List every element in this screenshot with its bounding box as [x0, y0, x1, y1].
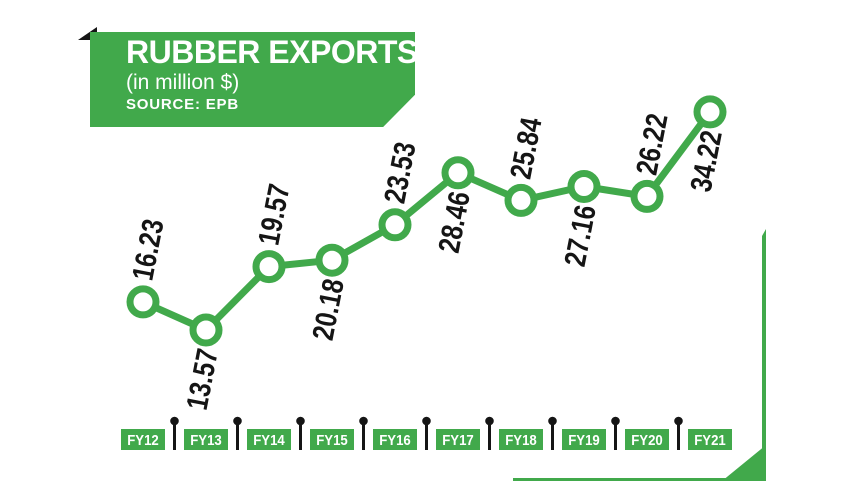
value-label: 19.57	[251, 181, 296, 248]
x-axis-label: FY19	[568, 431, 600, 448]
value-label-group: 23.53	[377, 139, 422, 206]
x-axis-label-pill	[247, 429, 291, 450]
value-label: 20.18	[305, 276, 350, 343]
x-axis-label-group: FY12	[127, 431, 159, 448]
data-point-marker	[567, 170, 601, 203]
value-label: 28.46	[431, 189, 476, 256]
x-axis-label: FY15	[316, 431, 348, 448]
source-label: SOURCE: EPB	[126, 96, 239, 113]
data-point-marker	[693, 95, 727, 129]
x-axis-label-group: FY16	[379, 431, 411, 448]
x-axis-label-pill	[373, 429, 417, 450]
x-axis-label: FY14	[253, 431, 285, 448]
title-subtitle: (in million $)	[126, 71, 240, 94]
data-point-marker	[630, 179, 664, 213]
value-label-group: 13.57	[179, 346, 224, 413]
value-label: 13.57	[179, 346, 224, 413]
x-axis-label-pill	[625, 429, 669, 450]
value-label-group: 20.18	[305, 276, 350, 343]
x-axis-label: FY17	[442, 431, 474, 448]
data-point-marker	[126, 285, 160, 319]
x-axis-label-group: FY19	[568, 431, 600, 448]
axis-pin-dot	[233, 416, 242, 426]
x-axis-label-pill	[562, 429, 606, 450]
x-axis-label-group: FY20	[631, 431, 663, 448]
axis-pin-dot	[611, 416, 620, 426]
data-point-marker	[504, 183, 538, 217]
axis-pin-dot	[296, 416, 305, 426]
axis-pin-dot	[485, 416, 494, 426]
data-point-marker	[441, 156, 475, 190]
axis-pin-dot	[422, 416, 431, 426]
x-axis-label-group: FY17	[442, 431, 474, 448]
title-box: RUBBER EXPORTS (in million $) SOURCE: EP…	[90, 32, 415, 127]
data-point-marker	[189, 313, 223, 347]
x-axis-label-pill	[688, 429, 732, 450]
x-axis-label-pill	[499, 429, 543, 450]
page-title: RUBBER EXPORTS	[126, 34, 418, 70]
line-series	[139, 108, 714, 334]
x-axis-label: FY13	[190, 431, 222, 448]
axis-pin-dot	[548, 416, 557, 426]
x-axis-label: FY21	[694, 431, 726, 448]
value-label-group: 27.16	[557, 202, 602, 269]
x-axis-label: FY16	[379, 431, 411, 448]
value-label: 16.23	[125, 216, 170, 283]
x-axis-label-group: FY21	[694, 431, 726, 448]
x-axis-label-group: FY13	[190, 431, 222, 448]
data-point-marker	[315, 243, 349, 277]
value-label: 23.53	[377, 139, 422, 206]
x-axis-label: FY20	[631, 431, 663, 448]
axis-pin-dot	[170, 416, 179, 426]
value-label-group: 28.46	[431, 189, 476, 256]
x-axis-label-group: FY15	[316, 431, 348, 448]
x-axis-label: FY18	[505, 431, 537, 448]
value-label: 27.16	[557, 202, 602, 269]
axis-pin-dot	[359, 416, 368, 426]
axis-pin-dot	[674, 416, 683, 426]
x-axis-label-pill	[310, 429, 354, 450]
x-axis-label-pill	[121, 429, 165, 450]
value-label-group: 19.57	[251, 181, 296, 248]
x-axis-label-group: FY18	[505, 431, 537, 448]
data-point-marker	[252, 250, 286, 284]
value-label-group: 16.23	[125, 216, 170, 283]
x-axis-label-group: FY14	[253, 431, 285, 448]
x-axis-label-pill	[184, 429, 228, 450]
data-point-marker	[378, 208, 412, 242]
x-axis-label-pill	[436, 429, 480, 450]
x-axis-label: FY12	[127, 431, 159, 448]
value-label-group: 25.84	[503, 114, 548, 182]
value-label: 25.84	[503, 114, 548, 182]
